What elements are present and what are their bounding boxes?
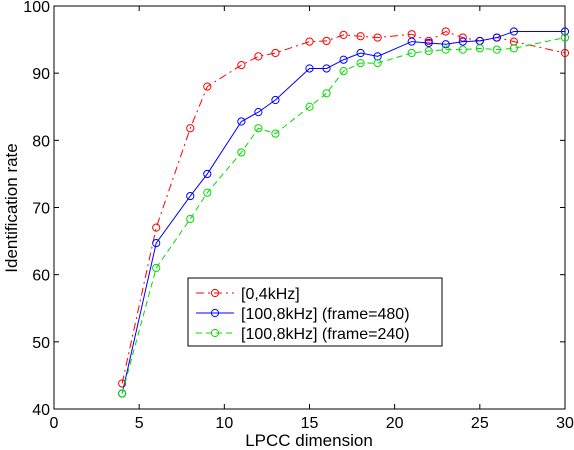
y-axis: 40 50 60 70 80 90 100 [23, 0, 565, 419]
data-point [339, 67, 348, 76]
data-point [254, 108, 263, 117]
data-point [271, 129, 280, 138]
legend-marker [210, 288, 220, 298]
data-point [560, 27, 570, 36]
data-point [322, 36, 331, 46]
data-point [492, 45, 501, 54]
x-tick-label: 0 [50, 415, 59, 432]
data-point [237, 117, 246, 126]
data-point [356, 58, 365, 68]
data-point [373, 33, 382, 42]
data-point [203, 169, 212, 179]
data-point [407, 48, 416, 58]
y-tick-label: 90 [32, 66, 50, 83]
data-point [475, 44, 484, 53]
legend-item: [100,8kHz] (frame=240) [196, 326, 410, 343]
data-point [424, 38, 433, 48]
data-point [458, 37, 467, 46]
data-point [509, 27, 519, 36]
series-layer [118, 27, 570, 398]
data-point [509, 44, 519, 53]
data-point [186, 191, 195, 201]
series-line [121, 31, 565, 394]
y-tick-label: 100 [23, 0, 50, 16]
series-line [121, 37, 566, 394]
x-axis-label: LPCC dimension [245, 431, 373, 450]
data-point [356, 48, 365, 58]
x-tick-label: 20 [386, 415, 404, 432]
data-point [322, 64, 331, 73]
series-3 [118, 33, 570, 398]
data-point [305, 37, 314, 46]
data-point [152, 238, 161, 248]
x-tick-label: 5 [135, 415, 144, 432]
data-point [271, 48, 280, 58]
data-point [254, 124, 263, 133]
data-point [186, 124, 195, 133]
y-tick-label: 80 [32, 133, 50, 150]
data-point [339, 30, 348, 39]
data-point [356, 32, 365, 41]
y-tick-label: 40 [32, 402, 50, 419]
data-point [441, 40, 450, 49]
x-axis: 0 5 10 15 20 25 30 [50, 6, 574, 432]
data-point [305, 64, 314, 73]
legend-label: [100,8kHz] (frame=240) [241, 326, 410, 343]
legend-entries: [0,4kHz] [100,8kHz] (frame=480) [100,8kHz]… [196, 286, 410, 343]
data-point [237, 148, 246, 157]
data-point [203, 82, 212, 91]
legend: [0,4kHz] [100,8kHz] (frame=480) [100,8kHz]… [187, 277, 443, 347]
data-point [373, 58, 382, 68]
data-point [424, 36, 433, 46]
data-point [458, 45, 467, 54]
data-point [560, 33, 570, 42]
data-point [492, 33, 501, 42]
data-point [560, 48, 570, 58]
data-point [237, 61, 246, 70]
x-tick-label: 15 [301, 415, 319, 432]
x-tick-label: 25 [471, 415, 489, 432]
data-point [203, 188, 212, 197]
data-point [424, 46, 433, 56]
data-point [186, 214, 195, 224]
plot-area [53, 5, 566, 410]
data-point [322, 89, 331, 98]
y-tick-label: 60 [32, 268, 50, 285]
legend-marker [210, 308, 220, 318]
legend-box [187, 277, 443, 347]
y-tick-label: 70 [32, 201, 50, 218]
legend-item: [100,8kHz] (frame=480) [196, 306, 410, 323]
data-point [152, 263, 161, 273]
data-point [305, 102, 314, 111]
data-point [441, 45, 450, 54]
series-line [121, 30, 566, 384]
y-tick-label: 50 [32, 335, 50, 352]
legend-label: [100,8kHz] (frame=480) [241, 306, 410, 323]
x-tick-label: 10 [215, 415, 233, 432]
data-point [271, 95, 280, 105]
y-axis-label: Identification rate [2, 143, 21, 272]
data-point [441, 27, 450, 36]
data-point [118, 379, 127, 388]
legend-marker [210, 328, 220, 338]
data-point [407, 37, 416, 46]
data-point [339, 55, 348, 64]
legend-label: [0,4kHz] [241, 286, 300, 303]
data-point [254, 52, 263, 61]
data-point [152, 223, 161, 232]
data-point [118, 389, 127, 398]
legend-item: [0,4kHz] [196, 286, 300, 303]
x-tick-label: 30 [556, 415, 574, 432]
